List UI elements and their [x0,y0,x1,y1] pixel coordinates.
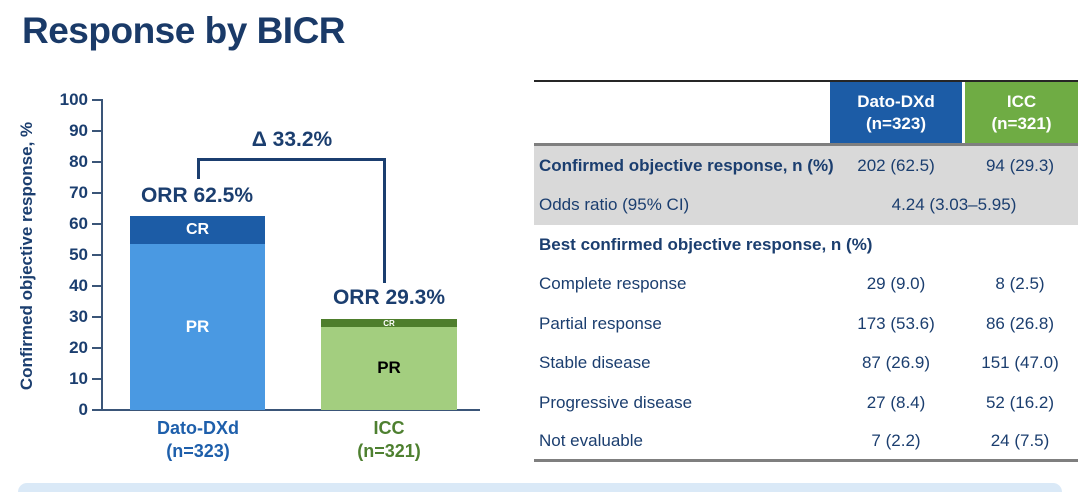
x-category-dato-dxd: Dato-DXd (n=323) [118,417,278,464]
table-row: Progressive disease 27 (8.4) 52 (16.2) [534,383,1078,423]
y-tick-label: 40 [69,276,88,295]
y-tick-label: 30 [69,307,88,326]
row-value-dato-dxd: 202 (62.5) [857,155,935,175]
y-tick-mark [92,99,101,101]
section-label: Best confirmed objective response, n (%) [539,234,873,254]
table-section-row: Best confirmed objective response, n (%) [534,225,1078,265]
y-tick-label: 60 [69,214,88,233]
row-value-icc: 52 (16.2) [985,392,1055,412]
bar-segment-pr: PR [321,326,457,410]
table-header-row: Dato-DXd (n=323) ICC (n=321) [534,82,1078,146]
x-category-name: ICC [373,418,405,438]
row-label: Partial response [539,313,662,333]
y-axis-line [101,99,103,411]
table-row: Complete response 29 (9.0) 8 (2.5) [534,265,1078,305]
row-value-dato-dxd: 27 (8.4) [866,392,926,412]
orr-annotation-dato-dxd: ORR 62.5% [140,184,254,207]
bar-dato-dxd: CR PR [130,216,265,410]
y-tick-mark [92,316,101,318]
row-value-dato-dxd: 7 (2.2) [871,430,921,450]
table-row: Odds ratio (95% CI) 4.24 (3.03–5.95) [534,185,1078,225]
row-value-dato-dxd: 173 (53.6) [857,313,935,333]
y-axis-label: Confirmed objective response, % [17,121,36,391]
y-tick-mark [92,130,101,132]
footer-strip [18,483,1062,492]
y-tick-label: 80 [69,152,88,171]
row-value-icc: 24 (7.5) [990,430,1050,450]
y-tick-mark [92,254,101,256]
segment-label: CR [185,221,210,239]
y-tick-label: 20 [69,338,88,357]
page-title: Response by BICR [22,10,346,51]
y-tick-label: 70 [69,183,88,202]
row-value-odds-ratio: 4.24 (3.03–5.95) [891,195,1017,215]
x-category-n: (n=323) [166,441,230,462]
y-tick-label: 0 [78,400,88,419]
bar-segment-pr: PR [130,243,265,410]
row-value-icc: 86 (26.8) [985,313,1055,333]
x-category-n: (n=321) [357,441,421,462]
header-drug-name: ICC [1006,92,1037,112]
row-value-icc: 94 (29.3) [985,155,1055,175]
table-header-icc: ICC (n=321) [965,82,1078,143]
segment-label: CR [383,318,395,328]
header-drug-n: (n=323) [866,113,926,133]
row-label: Not evaluable [539,430,643,450]
bar-segment-cr: CR [321,318,457,328]
y-tick-label: 100 [59,90,88,109]
row-label: Stable disease [539,353,651,373]
segment-label: PR [377,358,401,378]
delta-bracket-horizontal [197,158,386,161]
row-label: Progressive disease [539,392,693,412]
table-row: Not evaluable 7 (2.2) 24 (7.5) [534,423,1078,462]
row-value-icc: 151 (47.0) [981,353,1059,373]
x-category-icc: ICC (n=321) [309,417,469,464]
segment-label: PR [185,316,210,336]
table-header-empty-cell [534,82,830,143]
x-category-name: Dato-DXd [157,418,239,438]
response-table: Dato-DXd (n=323) ICC (n=321) Confirmed o… [534,80,1078,462]
y-tick-mark [92,223,101,225]
row-value-dato-dxd: 29 (9.0) [866,274,926,294]
row-value-icc: 8 (2.5) [995,274,1045,294]
y-tick-mark [92,161,101,163]
orr-annotation-icc: ORR 29.3% [332,286,446,309]
y-tick-label: 90 [69,121,88,140]
table-row: Confirmed objective response, n (%) 202 … [534,146,1078,186]
row-label: Complete response [539,274,687,294]
delta-bracket-right [383,158,386,283]
header-drug-n: (n=321) [991,113,1052,133]
table-row: Stable disease 87 (26.9) 151 (47.0) [534,344,1078,384]
y-tick-mark [92,378,101,380]
bar-segment-cr: CR [130,216,265,244]
delta-annotation: Δ 33.2% [251,128,333,151]
row-label: Odds ratio (95% CI) [539,195,690,215]
y-tick-label: 10 [69,369,88,388]
delta-bracket-left [197,158,200,179]
row-label: Confirmed objective response, n (%) [539,155,834,175]
table-header-dato-dxd: Dato-DXd (n=323) [830,82,962,143]
y-tick-label: 50 [69,245,88,264]
y-tick-mark [92,192,101,194]
bar-icc: CR PR [321,319,457,410]
x-axis-line [95,409,480,411]
table-row: Partial response 173 (53.6) 86 (26.8) [534,304,1078,344]
row-value-dato-dxd: 87 (26.9) [861,353,931,373]
y-tick-mark [92,285,101,287]
header-drug-name: Dato-DXd [857,92,935,112]
y-tick-mark [92,347,101,349]
